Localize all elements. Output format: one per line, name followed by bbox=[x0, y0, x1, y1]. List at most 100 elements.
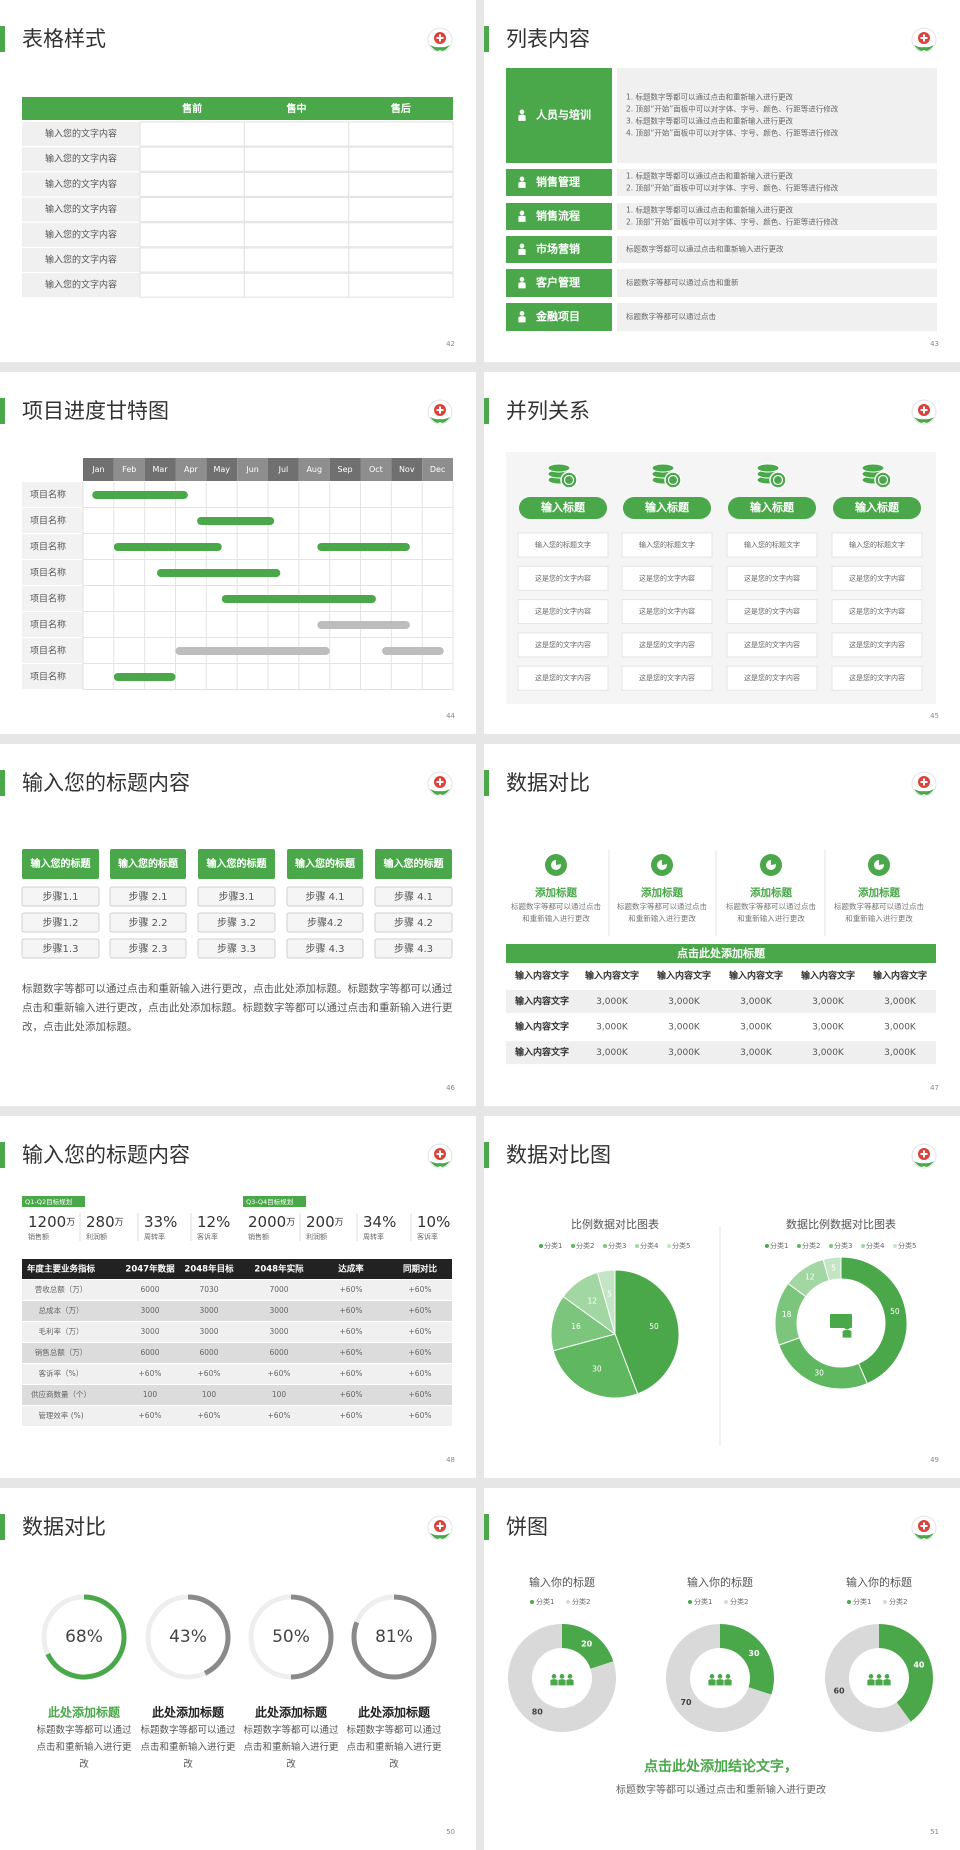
item-text: 这是您的文字内容 bbox=[535, 607, 591, 616]
month-label: Jan bbox=[91, 465, 104, 474]
row-label: 输入您的文字内容 bbox=[45, 279, 117, 291]
slide-title: 列表内容 bbox=[506, 27, 590, 51]
logo-leaf bbox=[430, 45, 450, 51]
slide: 列表内容 43 人员与培训 1. 标题数字等都可以通过点击和重新输入进行更改 2. 顶部… bbox=[484, 0, 960, 362]
slide-title: 数据对比 bbox=[22, 1515, 106, 1539]
logo-leaf bbox=[914, 45, 934, 51]
coin-icon bbox=[877, 474, 889, 486]
legend-label: 分类1 bbox=[544, 1241, 562, 1250]
item-box bbox=[831, 532, 923, 558]
table-cell: +60% bbox=[340, 1369, 363, 1378]
item-text: 输入您的标题文字 bbox=[849, 540, 905, 549]
item-box bbox=[726, 632, 818, 658]
person-icon bbox=[519, 176, 525, 182]
item-line: 标题数字等都可以通过点击 bbox=[626, 311, 716, 321]
item-box bbox=[726, 532, 818, 558]
logo bbox=[920, 409, 928, 411]
item-box bbox=[621, 599, 713, 625]
note: 标题数字等都可以通过点击和重新输入进行更改 bbox=[616, 1783, 826, 1796]
gantt-bar bbox=[157, 569, 281, 577]
feature-icon bbox=[556, 860, 561, 865]
text-block: 标题数字等都可以通过点击和重新输入进行更改 bbox=[511, 902, 601, 923]
row-label: 输入您的文字内容 bbox=[45, 128, 117, 140]
ring-title: 此处添加标题 bbox=[152, 1705, 225, 1720]
month-cell bbox=[422, 458, 453, 481]
step-box bbox=[21, 886, 100, 907]
person-icon bbox=[724, 1679, 732, 1686]
logo bbox=[436, 1153, 444, 1155]
row-label: 输入您的文字内容 bbox=[45, 228, 117, 240]
coin-icon bbox=[861, 463, 885, 473]
month-label: May bbox=[213, 465, 230, 474]
accent-bar bbox=[0, 26, 5, 52]
stat-number: 10% bbox=[417, 1213, 450, 1231]
table-cell: +60% bbox=[409, 1327, 432, 1336]
slice-label: 20 bbox=[581, 1640, 593, 1649]
month-cell bbox=[206, 458, 238, 481]
coin-icon bbox=[667, 474, 679, 486]
legend-label: 分类4 bbox=[866, 1241, 885, 1250]
table-cell: 输入内容文字 bbox=[515, 995, 569, 1007]
paragraph: 标题数字等都可以通过点击和重新输入进行更改 bbox=[243, 1725, 339, 1770]
logo-leaf bbox=[914, 789, 934, 795]
legend-label: 分类1 bbox=[694, 1597, 712, 1606]
paragraph: 标题数字等都可以通过点击和重新输入进行更改，点击此处添加标题。标题数字等都可以通… bbox=[22, 983, 453, 1033]
stat-value: 200万 bbox=[306, 1213, 344, 1231]
logo bbox=[920, 1153, 928, 1155]
item-text: 这是您的文字内容 bbox=[535, 573, 591, 582]
column-header: 售后 bbox=[391, 102, 411, 115]
table-cell: 100 bbox=[143, 1390, 158, 1399]
step-text: 步骤 2.2 bbox=[128, 917, 167, 929]
step-box bbox=[109, 912, 187, 933]
task-label-cell bbox=[22, 664, 83, 689]
step-text: 步骤3.1 bbox=[219, 891, 255, 903]
ring-title: 此处添加标题 bbox=[48, 1705, 121, 1720]
table-cell: 3,000K bbox=[596, 1023, 629, 1033]
legend-label: 分类4 bbox=[640, 1241, 659, 1250]
legend-label: 分类1 bbox=[770, 1241, 788, 1250]
group-tag bbox=[22, 1196, 85, 1207]
stat-number: 1200 bbox=[28, 1213, 66, 1231]
stat-value: 34% bbox=[363, 1213, 396, 1231]
step-box bbox=[197, 912, 276, 933]
step-box bbox=[286, 938, 364, 959]
slide-title: 饼图 bbox=[506, 1515, 548, 1539]
table-cell: +60% bbox=[409, 1390, 432, 1399]
month-label: Jun bbox=[245, 465, 259, 474]
table-cell: 3,000K bbox=[884, 1023, 917, 1033]
column-header bbox=[287, 849, 363, 879]
cell bbox=[348, 197, 454, 223]
person-icon bbox=[519, 243, 525, 249]
item-box bbox=[726, 665, 818, 691]
slide-canvas: 项目进度甘特图 44 Jan Feb Mar Apr May Jun Jul Aug Sep Oct N… bbox=[0, 398, 456, 720]
item-text: 这是您的文字内容 bbox=[744, 640, 800, 649]
step-text: 步骤 2.1 bbox=[128, 891, 167, 903]
stat-label: 销售额 bbox=[248, 1232, 269, 1241]
step-text: 步骤1.1 bbox=[43, 891, 79, 903]
row-label-cell bbox=[22, 147, 140, 172]
person-icon bbox=[868, 1674, 874, 1679]
accent-bar bbox=[484, 398, 489, 424]
slide: 表格样式 42 售前 售中 售后 输入您的文字内容 输入您的文字内容 输入您的文字内容 输入您的… bbox=[0, 0, 476, 362]
table-row bbox=[22, 1280, 452, 1300]
group-tag-text: Q1-Q2目标规划 bbox=[25, 1197, 72, 1206]
task-name: 项目名称 bbox=[30, 645, 66, 657]
month-label: Mar bbox=[153, 465, 169, 474]
slide-title: 输入您的标题内容 bbox=[22, 771, 190, 795]
stat-unit: 万 bbox=[66, 1218, 75, 1228]
month-label: Dec bbox=[430, 465, 445, 474]
stat-unit: 万 bbox=[115, 1218, 124, 1228]
legend-label: 分类3 bbox=[834, 1241, 852, 1250]
item-box bbox=[517, 665, 609, 691]
slide-canvas: 列表内容 43 人员与培训 1. 标题数字等都可以通过点击和重新输入进行更改 2. 顶部… bbox=[484, 26, 939, 348]
table-cell: 管理效率 (%) bbox=[38, 1410, 83, 1420]
pill bbox=[519, 497, 607, 519]
legend-label: 分类2 bbox=[730, 1597, 748, 1606]
cell bbox=[139, 171, 245, 197]
person-icon bbox=[884, 1674, 890, 1679]
slide: 输入您的标题内容 46 输入您的标题 步骤1.1 步骤1.2 步骤1.3 输入您的标题 步骤 … bbox=[0, 744, 476, 1106]
row-label: 输入您的文字内容 bbox=[45, 153, 117, 165]
column-title: 输入您的标题 bbox=[31, 857, 92, 870]
person-icon bbox=[867, 1679, 875, 1686]
